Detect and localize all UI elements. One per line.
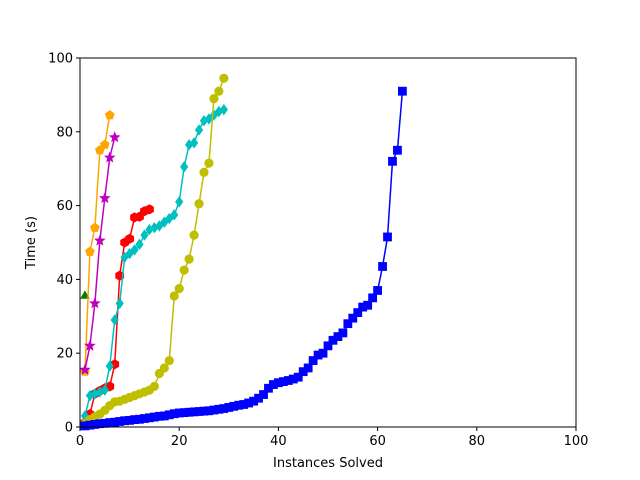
axes-frame [79, 57, 577, 428]
data-point [259, 390, 268, 399]
x-axis-ticks: 0 20 40 60 80 100 [76, 427, 589, 449]
x-tick-label: 20 [171, 434, 188, 449]
x-tick-label: 40 [270, 434, 287, 449]
data-point [378, 262, 387, 271]
data-point [184, 254, 194, 264]
data-point [209, 93, 219, 104]
data-point [293, 372, 303, 382]
data-point [393, 145, 402, 155]
data-point [105, 360, 114, 372]
x-tick-label: 100 [564, 434, 589, 449]
data-point [219, 103, 228, 116]
x-tick-label: 0 [76, 434, 84, 449]
data-point [199, 167, 209, 177]
data-point [174, 284, 184, 294]
data-point [388, 156, 397, 166]
data-point [159, 363, 169, 373]
data-point [170, 209, 179, 221]
y-tick-label: 0 [65, 421, 73, 436]
y-axis-ticks: 0 20 40 60 80 100 [48, 52, 80, 436]
data-point [204, 158, 214, 168]
series-3 [79, 131, 121, 375]
series-layer [79, 73, 407, 431]
series-line [84, 115, 111, 372]
data-point [318, 348, 328, 358]
data-point [189, 137, 199, 149]
series-0 [80, 290, 90, 299]
data-point [169, 291, 179, 301]
data-point [99, 139, 110, 149]
data-point [348, 313, 358, 323]
data-point [108, 131, 121, 143]
data-point [373, 286, 383, 295]
data-point [179, 265, 189, 275]
data-point [397, 86, 407, 96]
y-tick-label: 20 [56, 347, 73, 362]
data-point [104, 110, 115, 120]
y-tick-label: 60 [56, 199, 73, 214]
plot-area [80, 58, 576, 427]
data-point [353, 308, 363, 318]
data-point [140, 229, 149, 241]
data-point [303, 363, 313, 373]
data-point [89, 297, 101, 309]
data-point [180, 161, 189, 173]
data-point [368, 293, 378, 303]
data-point [323, 341, 333, 351]
data-point [94, 234, 106, 246]
x-tick-label: 80 [469, 434, 486, 449]
data-point [84, 339, 96, 351]
data-point [100, 384, 109, 396]
data-point [103, 151, 116, 163]
series-6 [80, 86, 407, 431]
data-point [90, 222, 100, 232]
data-point [338, 328, 348, 338]
data-point [175, 196, 184, 208]
data-point [115, 297, 124, 310]
data-point [214, 86, 224, 96]
y-tick-label: 80 [56, 125, 73, 140]
data-point [99, 192, 111, 204]
data-point [194, 199, 204, 209]
data-point [164, 355, 174, 366]
data-point [79, 363, 91, 375]
y-axis-label: Time (s) [24, 216, 39, 270]
data-point [145, 204, 154, 215]
data-point [85, 246, 95, 256]
data-point [219, 73, 229, 83]
data-point [308, 356, 318, 365]
data-point [149, 381, 159, 392]
data-point [363, 300, 373, 310]
data-point [189, 230, 199, 240]
data-point [130, 244, 139, 256]
data-point [135, 238, 144, 251]
data-point [110, 314, 119, 326]
y-tick-label: 40 [56, 273, 73, 288]
x-axis-label: Instances Solved [273, 456, 383, 471]
data-point [125, 233, 134, 244]
y-tick-label: 100 [48, 52, 73, 67]
series-4 [80, 103, 228, 422]
data-point [383, 232, 392, 242]
data-point [194, 124, 204, 136]
x-tick-label: 60 [369, 434, 386, 449]
data-point [343, 319, 353, 329]
data-point [80, 290, 90, 299]
